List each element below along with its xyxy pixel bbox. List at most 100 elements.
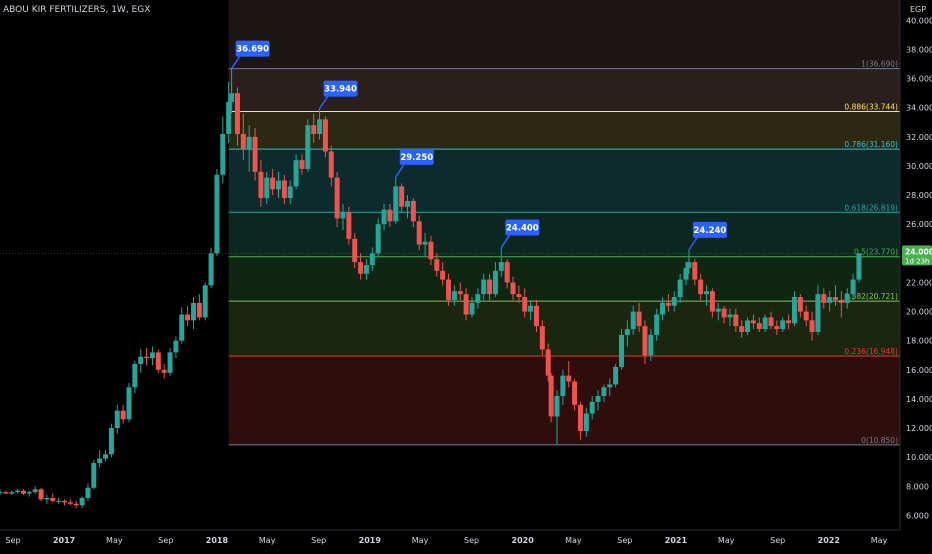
candle-body xyxy=(20,490,26,494)
candle-body xyxy=(715,308,721,312)
candle-body xyxy=(671,297,677,306)
candle-body xyxy=(692,262,698,280)
candle-body xyxy=(457,291,463,295)
candle-body xyxy=(299,160,305,169)
candle-body xyxy=(15,490,21,493)
y-tick-label: 14.000 xyxy=(906,395,932,404)
candle-body xyxy=(516,294,522,298)
candle-body xyxy=(566,375,572,382)
candle-body xyxy=(469,302,475,315)
candle-body xyxy=(334,177,340,219)
candle-body xyxy=(293,160,299,187)
candle-body xyxy=(352,238,358,263)
y-tick-label: 22.000 xyxy=(906,278,932,287)
y-axis[interactable]: 6.000 8.000 10.000 12.000 14.000 16.000 18.000… xyxy=(899,0,932,550)
candle-body xyxy=(833,297,839,300)
peak-pointer xyxy=(230,56,241,69)
candle-body xyxy=(61,500,67,503)
candle-body xyxy=(393,186,399,222)
candle-body xyxy=(522,297,528,312)
x-tick-label: 2021 xyxy=(665,536,688,545)
candle-body xyxy=(821,294,827,303)
peak-box xyxy=(399,148,434,165)
candle-body xyxy=(399,186,405,207)
candle-body xyxy=(589,401,595,414)
candle-body xyxy=(375,224,381,254)
peak-box xyxy=(323,80,358,97)
peak-pointer xyxy=(688,237,698,251)
candle-body xyxy=(548,375,554,417)
candle-body xyxy=(528,305,534,312)
candle-body xyxy=(246,136,252,149)
chart-title: ABOU KIR FERTILIZERS, 1W, EGX xyxy=(3,5,150,15)
peak-label: 36.690 xyxy=(236,45,269,55)
candle-body xyxy=(167,352,173,373)
candle-body xyxy=(607,384,613,388)
peak-label: 29.250 xyxy=(400,153,433,163)
fib-lines: 1(36.690) 0.886(33.744) 0.786(31.160) 0.618… xyxy=(0,60,900,446)
candle-body xyxy=(97,458,103,464)
x-axis-bg xyxy=(0,530,932,550)
fib-zone xyxy=(228,212,900,257)
fib-level-label: 0.5(23.770) xyxy=(854,248,898,257)
y-tick-label: 40.000 xyxy=(906,16,932,25)
candle-body xyxy=(560,375,566,397)
x-axis[interactable]: Sep 2017 May Sep 2018 May Sep 2019 May Sep 2020 May… xyxy=(0,529,932,550)
candle-body xyxy=(120,410,126,420)
candle-body xyxy=(774,326,780,330)
candle-body xyxy=(463,294,469,315)
candle-body xyxy=(786,320,792,324)
candle-body xyxy=(44,497,50,500)
candle-body xyxy=(756,323,762,330)
candle-body xyxy=(281,180,287,199)
price-tag-countdown: 1d 23h xyxy=(905,257,929,265)
candle-body xyxy=(311,125,317,134)
fib-zone xyxy=(228,256,900,302)
candle-body xyxy=(276,180,282,190)
candle-body xyxy=(38,489,44,500)
candle-body xyxy=(492,270,498,295)
fib-level-label: 0.886(33.744) xyxy=(844,102,898,111)
candle-body xyxy=(114,410,120,429)
fib-level-label: 0.382(20.721) xyxy=(844,292,898,301)
y-tick-label: 38.000 xyxy=(906,46,932,55)
candle-body xyxy=(126,387,132,420)
candle-body xyxy=(369,253,375,265)
candle-body xyxy=(381,209,387,225)
candle-body xyxy=(630,311,636,330)
x-tick-label: Sep xyxy=(464,536,479,545)
peak-label: 24.400 xyxy=(506,224,539,234)
peak-pointer xyxy=(500,235,510,248)
candle-body xyxy=(202,285,208,318)
candle-body xyxy=(73,503,79,506)
candle-body xyxy=(138,356,144,365)
price-tag xyxy=(902,245,932,266)
candle-body xyxy=(709,291,715,312)
candle-body xyxy=(9,492,15,494)
candle-body xyxy=(850,279,856,295)
candle-body xyxy=(762,317,768,330)
candle-body xyxy=(815,294,821,332)
y-tick-label: 18.000 xyxy=(906,337,932,346)
y-tick-label: 16.000 xyxy=(906,366,932,375)
candle-body xyxy=(844,294,850,303)
candle-body xyxy=(322,119,328,152)
candle-body xyxy=(648,334,654,356)
candle-body xyxy=(422,241,428,245)
candle-body xyxy=(264,177,270,199)
y-tick-label: 36.000 xyxy=(906,75,932,84)
candle-body xyxy=(451,291,457,300)
peak-label: 24.240 xyxy=(694,226,727,236)
candle-body xyxy=(572,381,578,405)
candle-body xyxy=(0,492,3,494)
peak-box xyxy=(505,219,540,236)
candle-body xyxy=(660,302,666,315)
candle-body xyxy=(144,356,150,359)
candle-body xyxy=(196,302,202,318)
candle-body xyxy=(79,497,85,506)
candle-body xyxy=(190,302,196,321)
candle-body xyxy=(539,326,545,350)
fib-zones xyxy=(228,0,900,445)
fib-level-label: 1(36.690) xyxy=(861,60,898,69)
